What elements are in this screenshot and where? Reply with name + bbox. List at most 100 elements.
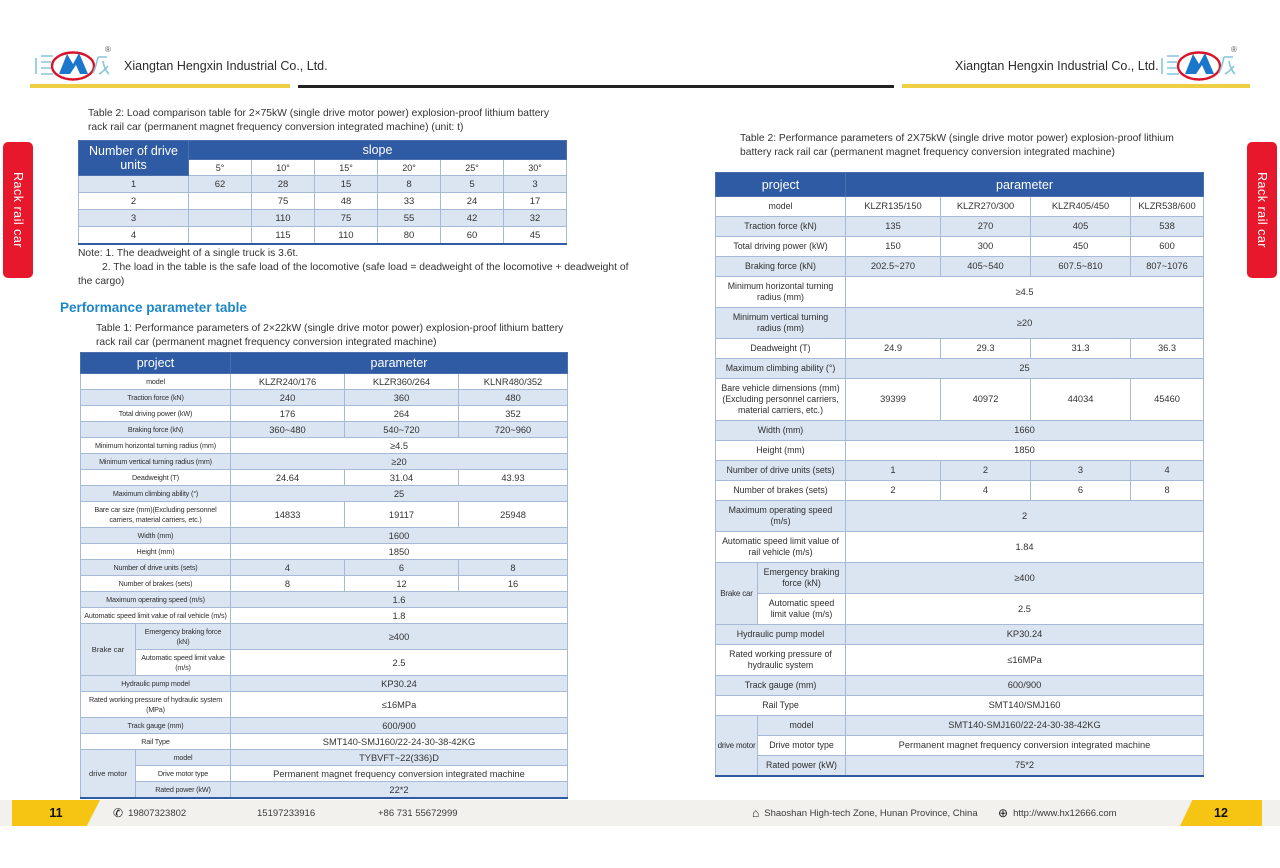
- company-name-left: Xiangtan Hengxin Industrial Co., Ltd.: [124, 59, 328, 73]
- table-row: Rail Type SMT140/SMJ160: [715, 695, 1205, 716]
- table-row: Automatic speed limit value of rail vehi…: [715, 531, 1205, 563]
- row-label: Bare vehicle dimensions (mm) (Excluding …: [715, 378, 846, 421]
- table-row: Drive motor type Permanent magnet frequen…: [716, 735, 1205, 756]
- row-label: Maximum operating speed (m/s): [80, 591, 231, 608]
- table-row: Brake car Emergency braking force (kN) ≥40…: [715, 562, 1205, 625]
- cell-value: KLNR480/352: [458, 373, 568, 390]
- cell-value: 19117: [344, 501, 459, 528]
- load-value: 8: [377, 175, 441, 193]
- phone-icon: ✆: [113, 806, 124, 820]
- company-logo-right: ®: [1161, 45, 1237, 81]
- row-label: Rated working pressure of hydraulic syst…: [715, 644, 846, 676]
- load-value: [188, 192, 252, 210]
- cell-value: 29.3: [940, 338, 1031, 359]
- performance-table-left: project parameter model KLZR240/176 KLZR360/…: [80, 352, 568, 799]
- row-label: Drive motor type: [135, 765, 231, 782]
- table-row: Maximum climbing ability (°) 25: [715, 358, 1205, 379]
- cell-value: 39399: [845, 378, 941, 421]
- cell-value: 2.5: [230, 649, 568, 676]
- row-label: Rated working pressure of hydraulic syst…: [80, 691, 231, 718]
- drive-units-count: 2: [78, 192, 189, 210]
- row-label: Rated power (kW): [135, 781, 231, 799]
- cell-value: 607.5~810: [1030, 256, 1131, 277]
- cell-value: 600: [1129, 236, 1205, 257]
- section-heading: Performance parameter table: [60, 300, 247, 315]
- cell-value: 4: [1129, 460, 1205, 481]
- load-value: 28: [251, 175, 315, 193]
- note-line-1: Note: 1. The deadweight of a single truc…: [78, 248, 299, 259]
- cell-value: 2: [940, 460, 1031, 481]
- company-logo: ®: [35, 45, 111, 81]
- footer-phone-2: 15197233916: [257, 800, 315, 826]
- row-label: Braking force (kN): [80, 421, 231, 438]
- row-label: Width (mm): [715, 420, 846, 441]
- table-row: project parameter: [715, 172, 1205, 197]
- load-value: 110: [251, 209, 315, 227]
- load-value: 110: [314, 226, 378, 245]
- cell-value: 25948: [458, 501, 568, 528]
- table-row: Total driving power (kW) 150 300 450 600: [715, 236, 1205, 257]
- cell-value: Permanent magnet frequency conversion in…: [230, 765, 568, 782]
- row-label: Maximum operating speed (m/s): [715, 500, 846, 532]
- cell-value: 25: [844, 358, 1205, 379]
- table-row: Number of brakes (sets) 8 12 16: [80, 575, 568, 592]
- group-label: drive motor: [80, 749, 136, 799]
- registered-mark-icon: ®: [105, 45, 111, 54]
- cell-value: 2: [845, 480, 941, 501]
- table-row: Total driving power (kW) 176 264 352: [80, 405, 568, 422]
- page-number-left: 11: [12, 800, 100, 826]
- row-label: model: [715, 196, 846, 217]
- cell-value: 45460: [1129, 378, 1205, 421]
- cell-value: 600/900: [230, 717, 568, 734]
- cell-value: ≤16MPa: [230, 691, 568, 718]
- logo-hanzi-right: [92, 56, 110, 75]
- home-icon: ⌂: [752, 806, 760, 820]
- cell-value: 270: [940, 216, 1031, 237]
- table-row: project parameter: [80, 352, 568, 374]
- phone-number-3: +86 731 55672999: [378, 807, 458, 819]
- side-tab-label: Rack rail car: [11, 172, 25, 248]
- load-value: 33: [377, 192, 441, 210]
- logo-hanzi-left: [35, 55, 53, 75]
- cell-value: 1850: [230, 543, 568, 560]
- cell-value: 1600: [230, 527, 568, 544]
- cell-value: 1.8: [230, 607, 568, 624]
- cell-value: ≥4.5: [230, 437, 568, 454]
- table-row: Traction force (kN) 135 270 405 538: [715, 216, 1205, 237]
- side-tab-rack-rail-car-left: Rack rail car: [3, 142, 33, 278]
- table-row: Rated working pressure of hydraulic syst…: [80, 691, 568, 718]
- group-label: Brake car: [80, 623, 136, 676]
- row-label: Number of brakes (sets): [715, 480, 846, 501]
- cell-value: 405: [1030, 216, 1131, 237]
- table-row: drive motor model SMT140-SMJ160/22-24-30-3…: [715, 715, 1205, 777]
- cell-value: 75*2: [844, 755, 1205, 777]
- cell-value: KLZR135/150: [845, 196, 941, 217]
- row-label: Emergency braking force (kN): [757, 562, 846, 594]
- cell-value: KLZR360/264: [344, 373, 459, 390]
- row-label: Traction force (kN): [80, 389, 231, 406]
- phone-number-2: 15197233916: [257, 807, 316, 819]
- load-value: 55: [377, 209, 441, 227]
- table-row: Width (mm) 1600: [80, 527, 568, 544]
- row-label: Bare car size (mm)(Excluding personnel c…: [80, 501, 231, 528]
- load-value: 42: [440, 209, 504, 227]
- table-row: Braking force (kN) 360~480 540~720 720~960: [80, 421, 568, 438]
- cell-value: 807~1076: [1129, 256, 1205, 277]
- table-row: Traction force (kN) 240 360 480: [80, 389, 568, 406]
- table-row: Height (mm) 1850: [715, 440, 1205, 461]
- cell-value: 240: [230, 389, 345, 406]
- column-header-slope: slope: [187, 140, 568, 160]
- row-label: Minimum vertical turning radius (mm): [80, 453, 231, 470]
- table-row: Automatic speed limit value (m/s) 2.5: [716, 593, 1205, 625]
- cell-value: 31.3: [1030, 338, 1131, 359]
- globe-icon: ⊕: [998, 806, 1009, 820]
- table-row: Height (mm) 1850: [80, 543, 568, 560]
- load-value: 48: [314, 192, 378, 210]
- column-header-slope-degree: 30°: [502, 159, 568, 176]
- table-row: Hydraulic pump model KP30.24: [80, 675, 568, 692]
- cell-value: 1660: [844, 420, 1205, 441]
- load-value: 62: [188, 175, 252, 193]
- row-label: Emergency braking force (kN): [135, 623, 231, 650]
- cell-value: ≥4.5: [844, 276, 1205, 308]
- row-label: Track gauge (mm): [715, 675, 846, 696]
